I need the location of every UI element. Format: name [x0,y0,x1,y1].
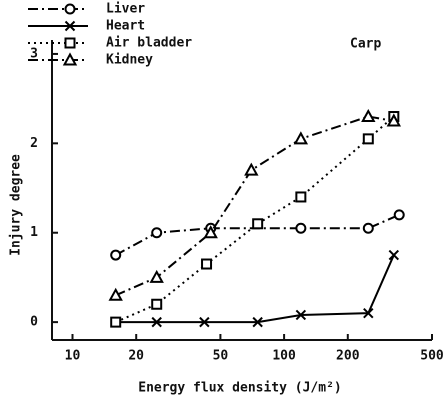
marker [362,133,374,145]
y-tick-label: 2 [30,136,38,151]
y-axis-label: Injury degree [9,154,24,256]
marker [151,316,162,328]
marker [201,258,213,270]
series-line [115,115,394,297]
marker [386,113,402,127]
marker [199,316,210,328]
marker [362,222,374,234]
x-tick-label: 500 [420,349,443,364]
marker [252,218,264,230]
legend-label: Liver [106,2,145,17]
legend-marker [64,3,76,15]
marker [203,225,218,239]
marker [361,108,376,123]
legend-label: Kidney [106,53,153,68]
legend-label: Air bladder [106,36,192,51]
marker [151,298,163,310]
legend-marker [64,37,76,49]
x-tick-label: 10 [65,349,81,364]
legend-label: Heart [106,19,145,34]
marker [393,209,405,221]
y-tick-label: 0 [30,315,38,330]
marker [295,222,307,234]
marker [252,316,263,328]
series-line [115,254,395,324]
marker [151,227,163,239]
x-tick-label: 100 [272,349,296,364]
x-tick-label: 200 [336,349,360,364]
marker [295,309,307,321]
marker [293,131,309,145]
marker [388,249,400,261]
marker [110,249,122,261]
x-tick-label: 50 [213,349,229,364]
y-tick-label: 3 [30,46,38,61]
legend-marker [64,20,76,32]
annotation: Carp [350,37,381,52]
y-tick-label: 1 [30,225,38,240]
x-tick-label: 20 [128,349,144,364]
marker [149,269,164,283]
legend-marker [62,52,78,66]
marker [363,307,374,319]
marker [244,162,259,176]
marker [295,191,307,203]
marker [108,287,123,301]
x-axis-label: Energy flux density (J/m²) [138,381,342,396]
marker [110,316,122,328]
